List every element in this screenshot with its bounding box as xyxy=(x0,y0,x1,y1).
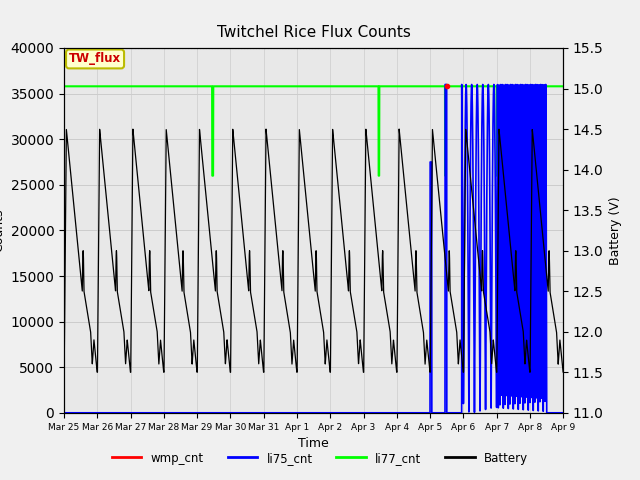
X-axis label: Time: Time xyxy=(298,437,329,450)
Legend: wmp_cnt, li75_cnt, li77_cnt, Battery: wmp_cnt, li75_cnt, li77_cnt, Battery xyxy=(107,447,533,469)
Text: TW_flux: TW_flux xyxy=(69,52,121,65)
Y-axis label: Counts: Counts xyxy=(0,209,5,252)
Y-axis label: Battery (V): Battery (V) xyxy=(609,196,622,264)
Title: Twitchel Rice Flux Counts: Twitchel Rice Flux Counts xyxy=(217,25,410,40)
